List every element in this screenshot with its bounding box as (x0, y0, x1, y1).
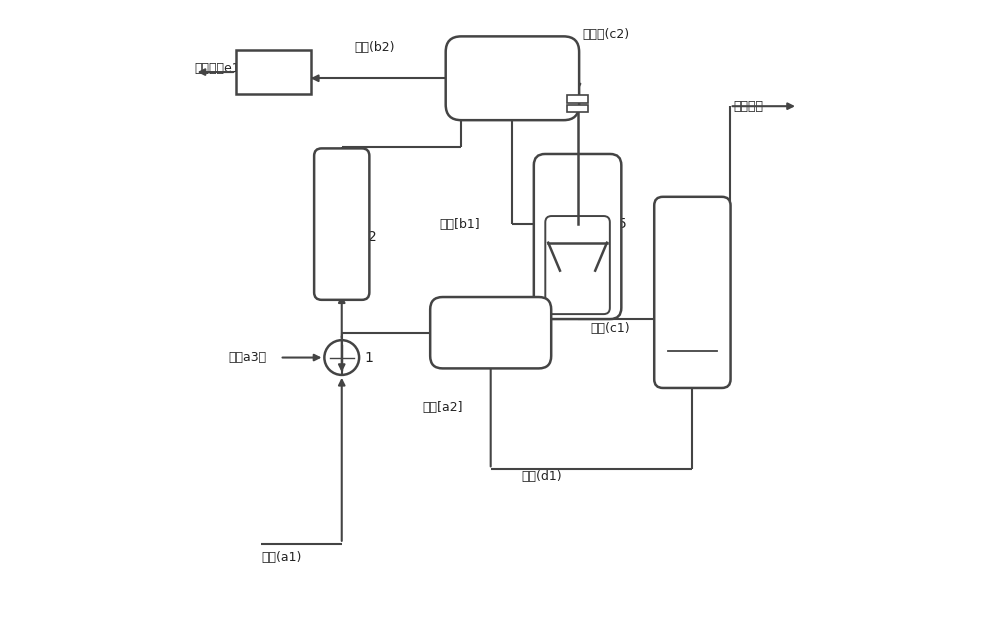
Text: 粗硝(b2): 粗硝(b2) (354, 40, 395, 53)
Bar (567, 104, 588, 113)
Text: 硫酸[b1]: 硫酸[b1] (440, 218, 480, 231)
Text: 还原剂(c2): 还原剂(c2) (583, 29, 630, 41)
Text: 6: 6 (688, 279, 697, 293)
Text: 7: 7 (486, 326, 495, 340)
Text: 硝酸(a1): 硝酸(a1) (261, 551, 301, 564)
Text: 5: 5 (618, 217, 626, 231)
FancyBboxPatch shape (430, 297, 551, 368)
FancyBboxPatch shape (534, 154, 621, 319)
Text: 1: 1 (364, 351, 373, 364)
Text: 4: 4 (269, 65, 278, 79)
Text: 硝基苯（e1）: 硝基苯（e1） (195, 62, 248, 75)
Bar (236, 50, 311, 95)
Text: 2: 2 (368, 230, 377, 244)
FancyBboxPatch shape (654, 197, 731, 388)
Text: 3: 3 (508, 72, 517, 85)
Text: 硫酸[a2]: 硫酸[a2] (422, 401, 463, 414)
Bar (567, 95, 588, 103)
Text: 硫酸(d1): 硫酸(d1) (522, 470, 562, 483)
Text: 硫酸(c1): 硫酸(c1) (590, 322, 630, 335)
FancyBboxPatch shape (545, 216, 610, 314)
FancyBboxPatch shape (314, 149, 369, 300)
FancyBboxPatch shape (446, 36, 579, 120)
Text: 酸性气体: 酸性气体 (733, 100, 763, 113)
Text: 苯（a3）: 苯（a3） (228, 351, 266, 364)
